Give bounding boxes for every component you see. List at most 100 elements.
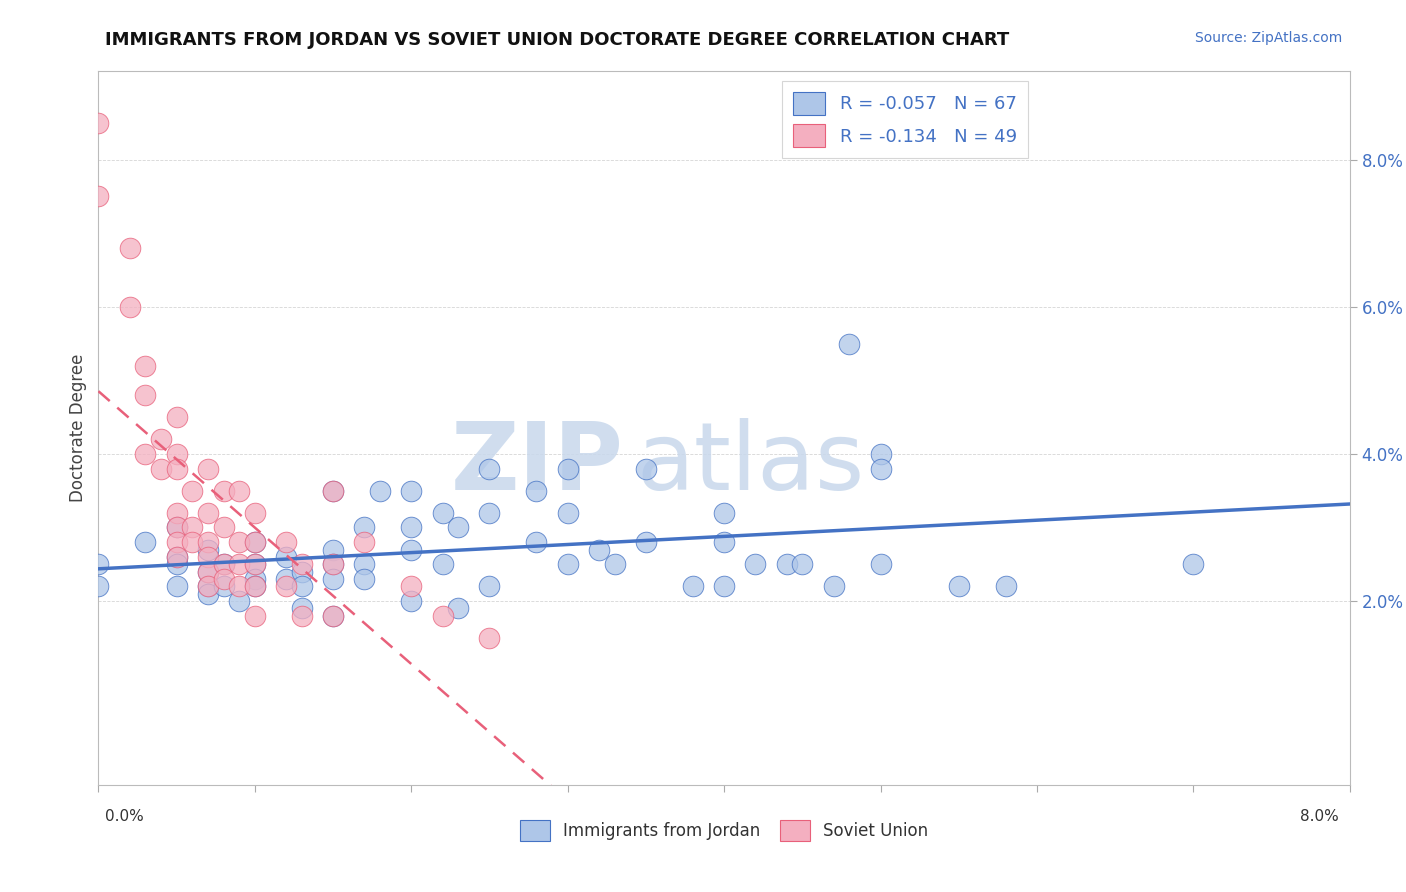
Point [228,579,250,593]
Point [713,506,735,520]
Point [432,608,454,623]
Point [274,549,298,564]
Point [197,587,219,601]
Point [744,558,766,572]
Text: 8.0%: 8.0% [1299,809,1339,823]
Point [166,506,188,520]
Point [197,579,219,593]
Point [322,558,344,572]
Point [478,461,501,475]
Point [212,558,235,572]
Point [322,572,344,586]
Point [134,359,156,373]
Point [401,520,423,534]
Point [197,565,219,579]
Point [291,601,314,615]
Point [150,461,173,475]
Point [869,447,891,461]
Point [118,241,141,255]
Point [166,549,188,564]
Point [869,558,891,572]
Point [228,558,250,572]
Point [478,631,501,645]
Point [557,558,579,572]
Point [1182,558,1205,572]
Point [713,579,735,593]
Point [181,520,204,534]
Point [166,558,188,572]
Point [181,483,204,498]
Point [118,300,141,314]
Point [87,579,110,593]
Point [634,535,657,549]
Point [322,483,344,498]
Point [557,506,579,520]
Point [228,594,250,608]
Point [197,461,219,475]
Point [243,579,266,593]
Text: IMMIGRANTS FROM JORDAN VS SOVIET UNION DOCTORATE DEGREE CORRELATION CHART: IMMIGRANTS FROM JORDAN VS SOVIET UNION D… [105,31,1010,49]
Point [792,558,814,572]
Point [166,447,188,461]
Point [243,572,266,586]
Point [291,558,314,572]
Point [776,558,799,572]
Point [603,558,626,572]
Point [166,520,188,534]
Point [634,461,657,475]
Point [134,535,156,549]
Point [274,579,298,593]
Text: ZIP: ZIP [451,417,624,510]
Point [291,579,314,593]
Legend: Immigrants from Jordan, Soviet Union: Immigrants from Jordan, Soviet Union [513,814,935,848]
Point [682,579,704,593]
Point [87,189,110,203]
Point [291,608,314,623]
Point [197,549,219,564]
Point [274,535,298,549]
Point [353,535,375,549]
Point [447,520,470,534]
Point [713,535,735,549]
Point [823,579,845,593]
Point [368,483,391,498]
Point [432,506,454,520]
Point [478,506,501,520]
Point [243,608,266,623]
Point [134,447,156,461]
Point [401,483,423,498]
Point [322,608,344,623]
Point [243,535,266,549]
Point [588,542,610,557]
Point [243,506,266,520]
Point [166,549,188,564]
Point [838,336,860,351]
Point [274,572,298,586]
Y-axis label: Doctorate Degree: Doctorate Degree [69,354,87,502]
Point [212,579,235,593]
Point [166,579,188,593]
Point [166,535,188,549]
Point [197,579,219,593]
Point [181,535,204,549]
Point [228,535,250,549]
Point [243,579,266,593]
Point [87,116,110,130]
Point [869,461,891,475]
Point [401,579,423,593]
Point [212,572,235,586]
Text: Source: ZipAtlas.com: Source: ZipAtlas.com [1195,31,1343,45]
Point [197,542,219,557]
Point [243,558,266,572]
Point [197,535,219,549]
Point [994,579,1017,593]
Point [212,483,235,498]
Point [228,483,250,498]
Point [150,432,173,446]
Point [322,542,344,557]
Point [353,572,375,586]
Point [243,558,266,572]
Point [948,579,970,593]
Point [166,520,188,534]
Point [197,506,219,520]
